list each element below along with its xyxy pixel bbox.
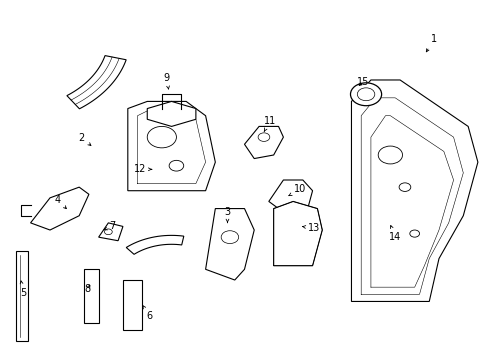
Text: 8: 8: [85, 284, 91, 294]
Text: 13: 13: [302, 223, 320, 233]
Text: 6: 6: [142, 306, 152, 321]
Text: 2: 2: [79, 133, 91, 145]
Text: 3: 3: [224, 207, 230, 223]
Polygon shape: [30, 187, 89, 230]
Circle shape: [169, 160, 183, 171]
Polygon shape: [273, 202, 322, 266]
Polygon shape: [99, 223, 122, 241]
Text: 10: 10: [288, 184, 306, 196]
Circle shape: [357, 88, 374, 101]
Polygon shape: [16, 251, 28, 341]
Text: 14: 14: [388, 225, 401, 242]
Circle shape: [409, 230, 419, 237]
Text: 12: 12: [134, 164, 151, 174]
Polygon shape: [122, 280, 142, 330]
Circle shape: [104, 229, 112, 235]
Polygon shape: [126, 235, 183, 254]
Polygon shape: [268, 180, 312, 216]
Polygon shape: [244, 126, 283, 158]
Text: 9: 9: [163, 73, 169, 89]
Polygon shape: [127, 102, 215, 191]
Text: 11: 11: [263, 116, 275, 131]
Circle shape: [377, 146, 402, 164]
Polygon shape: [351, 80, 477, 301]
Circle shape: [258, 133, 269, 141]
Text: 4: 4: [54, 195, 66, 209]
Circle shape: [350, 83, 381, 106]
Polygon shape: [67, 55, 126, 109]
Text: 15: 15: [357, 77, 369, 87]
Circle shape: [221, 231, 238, 244]
Polygon shape: [84, 269, 99, 323]
Text: 5: 5: [20, 281, 26, 297]
Polygon shape: [147, 102, 196, 126]
Circle shape: [147, 126, 176, 148]
Circle shape: [398, 183, 410, 192]
Text: 1: 1: [426, 34, 436, 52]
Text: 7: 7: [103, 221, 115, 231]
Polygon shape: [205, 208, 254, 280]
